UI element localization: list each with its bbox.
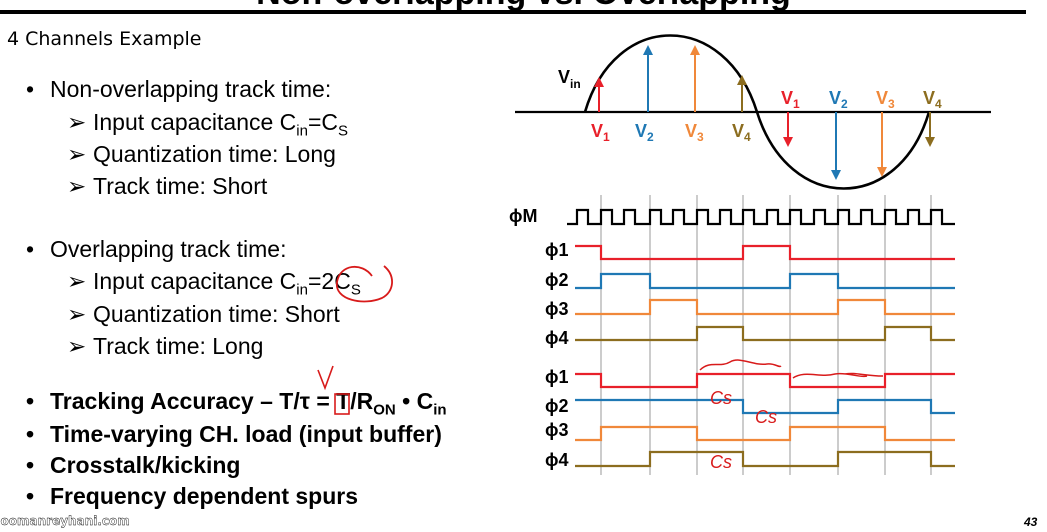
sub-item-quantization: ➢ Quantization time: Short [67,301,340,328]
title-rule [0,10,1026,14]
tracking-text-a: Tracking Accuracy – T/τ = T/R [50,388,374,414]
arrow-bullet-icon: ➢ [67,333,87,359]
ink-squiggle-1 [699,359,782,371]
sub-item-capacitance: ➢ Input capacitance Cin=2CS [67,268,361,299]
bullet-dot: • [26,483,35,509]
sub-item-track: ➢ Track time: Long [67,333,263,360]
waveform-bottom-phi2 [575,398,955,415]
cap-sub: in [296,281,308,299]
non-overlapping-heading: Non-overlapping track time: [50,76,332,102]
cap-sub2: S [350,281,361,299]
vin-v: V [558,67,570,87]
sub-item-track: ➢ Track time: Short [67,173,267,200]
waveform-top-phi2 [575,272,955,290]
bullet-load: • Time-varying CH. load (input buffer) [26,421,442,448]
phase-labels: ϕM ϕ1 ϕ2 ϕ3 ϕ4 ϕ1 ϕ2 ϕ3 ϕ4 [509,206,569,470]
phase-label-top-4: ϕ4 [545,328,569,348]
bullet-tracking-accuracy: • Tracking Accuracy – T/τ = T/RON • Cin [26,388,447,419]
waveform-master-clock [567,208,955,226]
arrow-bullet-icon: ➢ [67,173,87,199]
phase-label-master: ϕM [509,206,538,226]
sample-label-v4-high: V4 [923,88,942,111]
sample-label-v1-high: V1 [781,88,800,111]
subtitle: 4 Channels Example [7,28,202,50]
ink-annotations-diagram: Cs Cs Cs [699,359,884,472]
ink-box-tau [334,393,350,415]
vin-label: Vin [558,67,581,91]
overlapping-heading: Overlapping track time: [50,236,287,262]
tracking-sub-in: in [433,401,447,419]
sample-label-v2-high: V2 [829,88,848,111]
cap-mid: =2C [307,268,351,294]
bullet-dot: • [26,421,35,447]
arrow-bullet-icon: ➢ [67,268,87,294]
timing-waveforms [567,208,955,468]
bullet-overlapping: • Overlapping track time: [26,236,286,263]
sample-label-v4-low: V4 [732,121,751,144]
waveform-bottom-phi1 [575,372,955,389]
track-text: Track time: Long [93,333,264,359]
ink-cs-3: Cs [710,452,732,472]
arrow-bullet-icon: ➢ [67,301,87,327]
phase-label-top-3: ϕ3 [545,299,569,319]
waveform-top-phi3 [575,298,955,316]
tracking-sub-on: ON [373,401,396,419]
timing-grid [600,195,932,475]
quantization-text: Quantization time: Short [93,301,340,327]
bullet-dot: • [26,452,35,478]
sub-item-capacitance: ➢ Input capacitance Cin=CS [67,109,348,140]
sample-labels: V1 V2 V3 V4 V1 V2 V3 V4 [591,88,942,144]
arrow-bullet-icon: ➢ [67,141,87,167]
load-text: Time-varying CH. load (input buffer) [50,421,442,447]
bullet-non-overlapping: • Non-overlapping track time: [26,76,331,103]
tracking-text-b: • C [395,388,434,414]
bullet-spurs: • Frequency dependent spurs [26,483,358,510]
sample-arrows [594,45,935,180]
sine-wave [583,34,931,190]
cap-prefix: Input capacitance C [93,109,297,135]
waveform-bottom-phi4 [575,450,955,468]
quantization-text: Quantization time: Long [93,141,336,167]
cap-sub2: S [338,122,349,140]
vin-sub: in [570,77,581,91]
phase-label-top-2: ϕ2 [545,270,569,290]
cap-prefix: Input capacitance C [93,268,297,294]
bullet-crosstalk: • Crosstalk/kicking [26,452,240,479]
ink-cs-1: Cs [710,388,732,408]
sample-label-v3-low: V3 [685,121,704,144]
track-text: Track time: Short [93,173,268,199]
phase-label-bottom-2: ϕ2 [545,396,569,416]
ink-squiggle-2 [792,372,884,379]
waveform-top-phi4 [575,325,955,342]
slide-title: Non-overlapping vs. Overlapping [0,0,1047,13]
sample-label-v3-high: V3 [876,88,895,111]
crosstalk-text: Crosstalk/kicking [50,452,241,478]
waveform-top-phi1 [575,244,955,261]
sample-label-v2-low: V2 [635,121,654,144]
phase-label-top-1: ϕ1 [545,240,569,260]
ink-cs-2: Cs [755,407,777,427]
sine-section: Vin [515,34,991,190]
ink-circle-2cs [336,265,393,303]
timing-diagram: Vin V1 V2 V3 V4 V1 V2 V3 V4 ϕM ϕ1 ϕ2 ϕ3 … [509,34,991,475]
sub-item-quantization: ➢ Quantization time: Long [67,141,336,168]
phase-label-bottom-3: ϕ3 [545,420,569,440]
bullet-dot: • [26,76,35,102]
waveform-bottom-phi3 [575,425,955,442]
ink-check-mark [317,365,334,391]
arrow-bullet-icon: ➢ [67,109,87,135]
bullet-dot: • [26,236,35,262]
cap-mid: =C [307,109,339,135]
cap-sub: in [296,122,308,140]
page-number: 43 [1024,515,1038,529]
phase-label-bottom-1: ϕ1 [545,367,569,387]
bullet-dot: • [26,388,35,414]
spurs-text: Frequency dependent spurs [50,483,359,509]
footer-credit: hoomanreyhani.com [0,514,130,528]
sample-label-v1-low: V1 [591,121,610,144]
phase-label-bottom-4: ϕ4 [545,450,569,470]
